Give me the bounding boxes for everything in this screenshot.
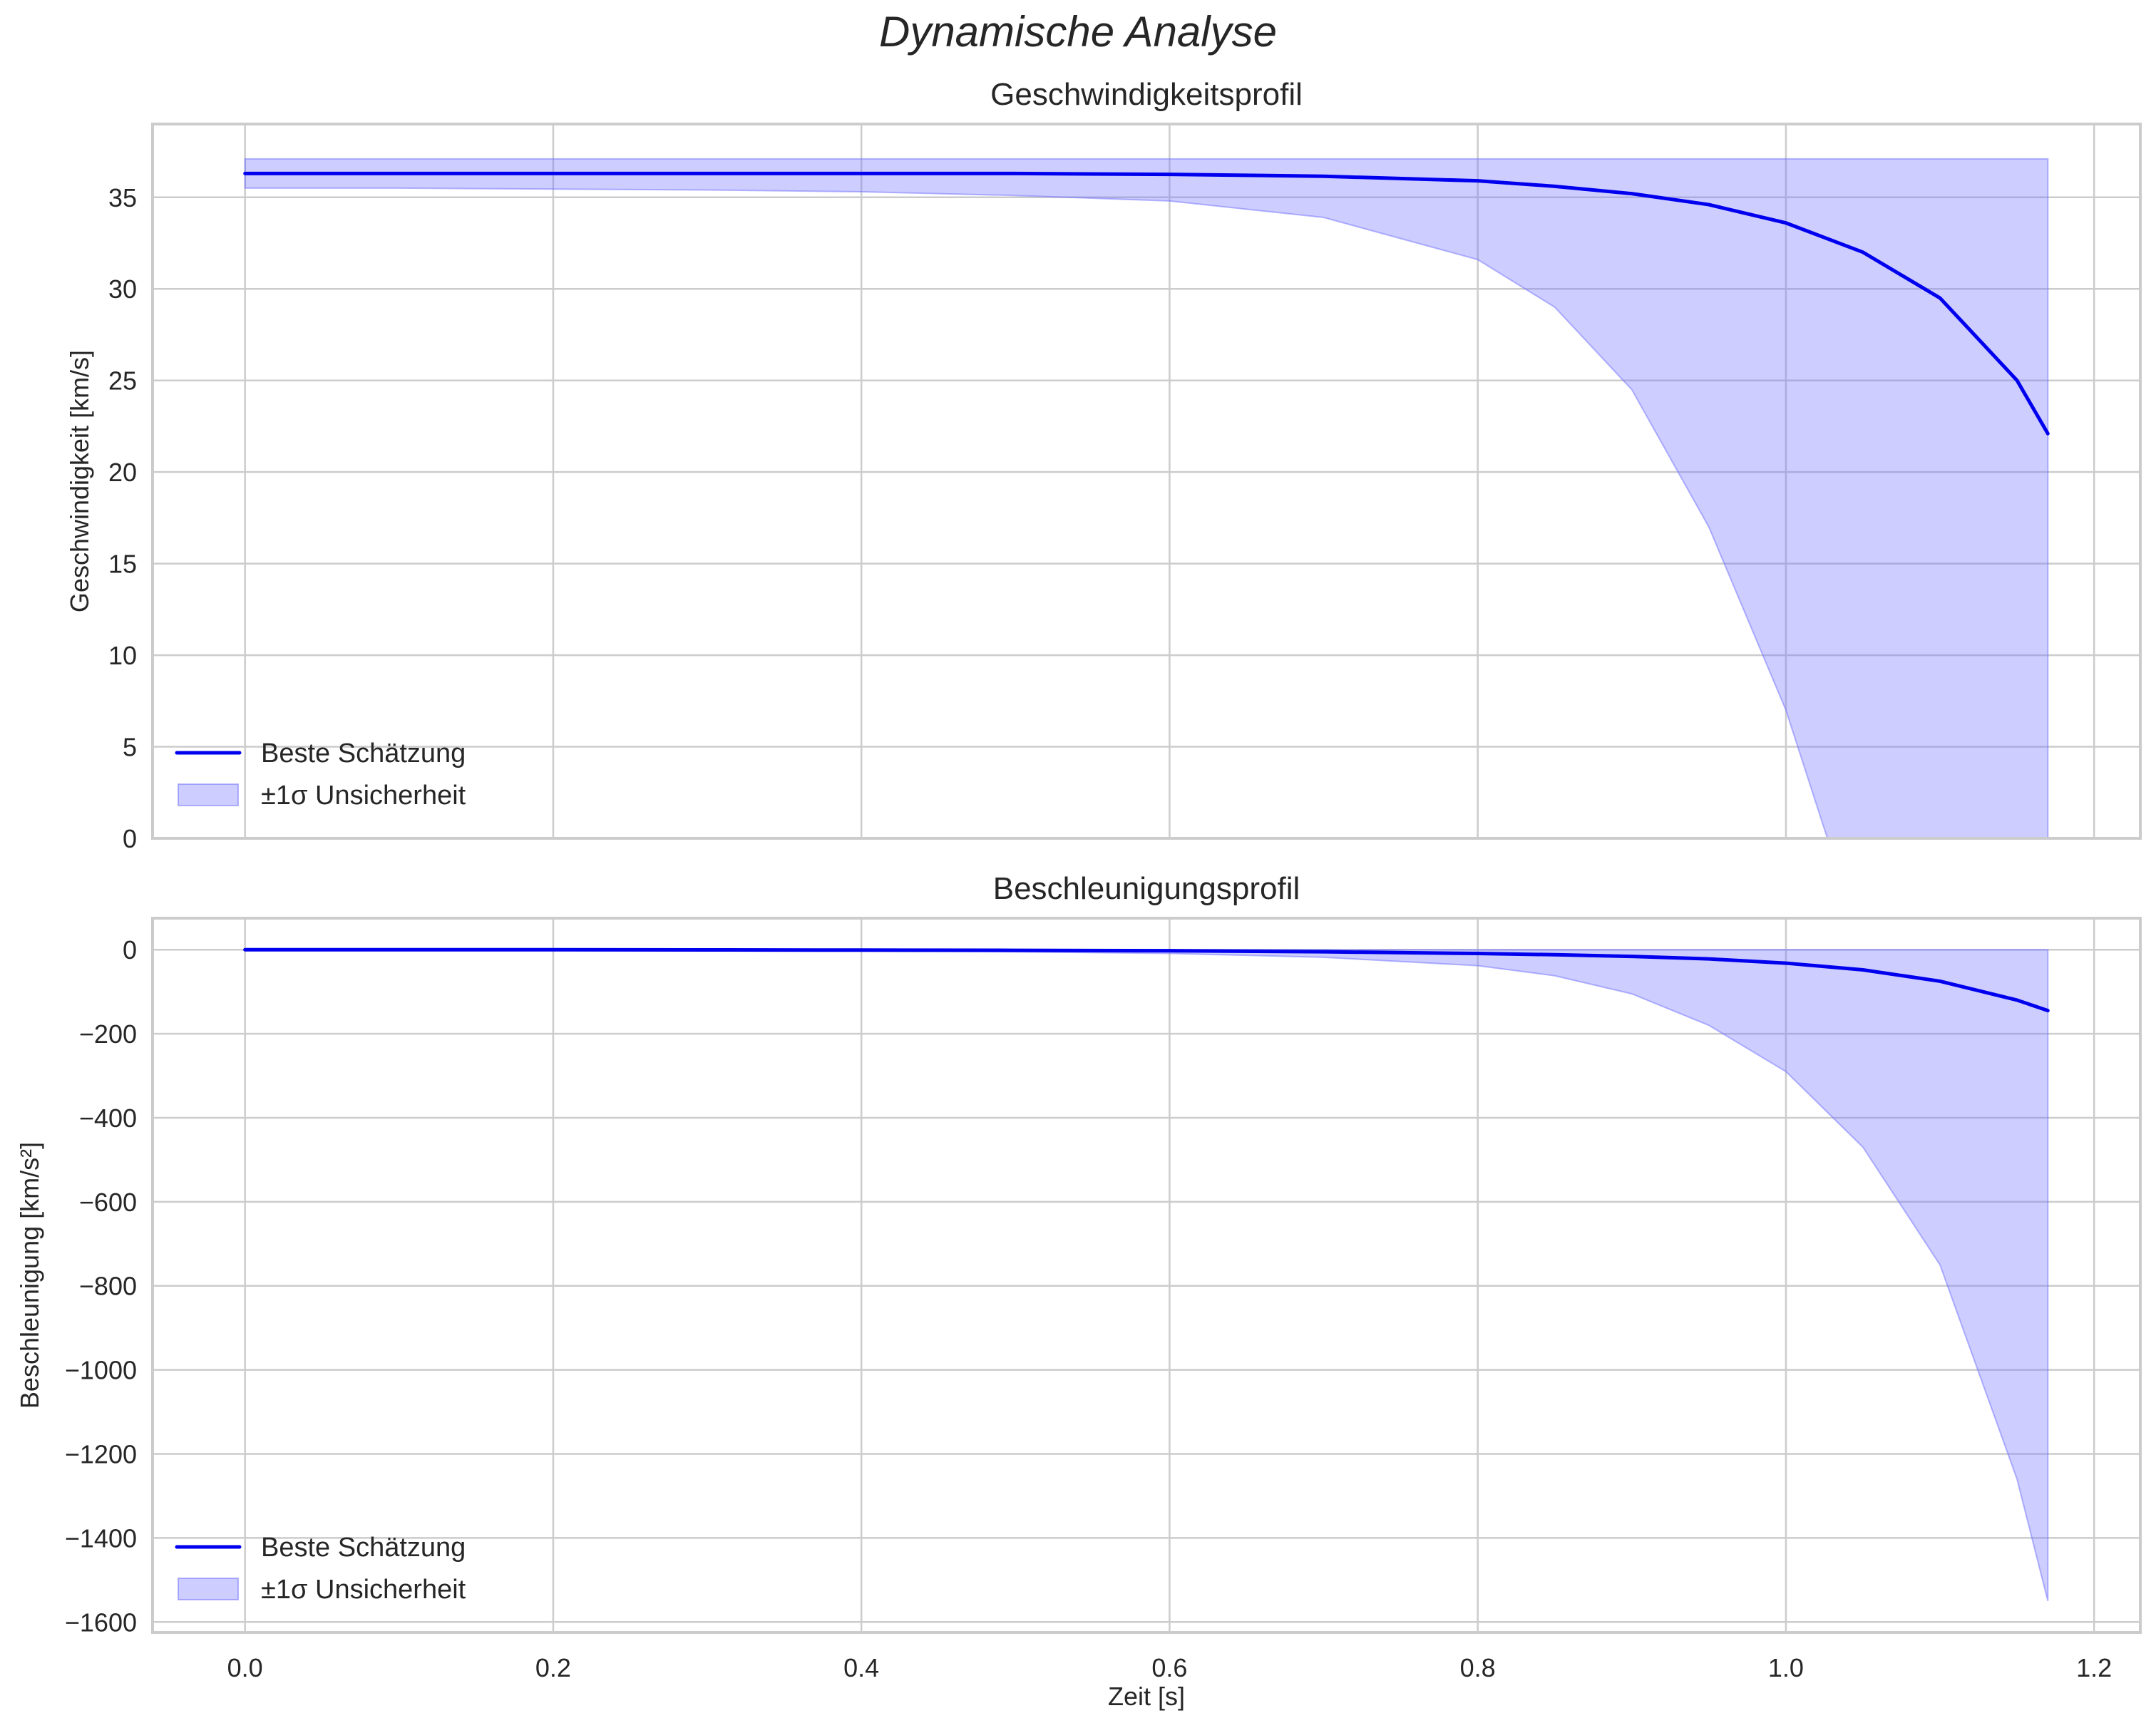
legend-band-swatch <box>178 1578 239 1600</box>
x-tick-label: 0.6 <box>1151 1653 1187 1682</box>
acceleration-plot-title: Beschleunigungsprofil <box>992 871 1300 906</box>
legend-label-best: Beste Schätzung <box>261 1533 466 1563</box>
x-tick-label: 0.0 <box>227 1653 263 1682</box>
velocity-y-axis-label: Geschwindigkeit [km/s] <box>65 350 94 612</box>
x-tick-label: 1.2 <box>2076 1653 2112 1682</box>
y-tick-label: −1000 <box>65 1356 137 1385</box>
y-tick-label: −1400 <box>65 1523 137 1553</box>
legend-label-uncertainty: ±1σ Unsicherheit <box>261 1575 466 1605</box>
y-tick-label: −1200 <box>65 1440 137 1469</box>
figure-suptitle: Dynamische Analyse <box>878 8 1278 56</box>
grid-lines <box>153 918 2140 1632</box>
acceleration-plot: 0 −200 −400 −600 −800 −1000 −1200 −1400 −1600 0.0… <box>65 917 2142 1682</box>
velocity-plot-title: Geschwindigkeitsprofil <box>990 77 1303 112</box>
uncertainty-band <box>244 158 2049 838</box>
best-estimate-line <box>243 947 2050 1013</box>
best-estimate-line <box>243 171 2050 436</box>
velocity-plot: 0 5 10 15 20 25 30 35 Beste Schätzung ±1σ Unsiche… <box>108 123 2142 853</box>
y-tick-label: −200 <box>79 1019 137 1049</box>
y-tick-label: 25 <box>108 366 137 396</box>
x-axis-label: Zeit [s] <box>1108 1682 1185 1711</box>
x-tick-label: 1.0 <box>1768 1653 1804 1682</box>
acceleration-y-axis-label: Beschleunigung [km/s²] <box>15 1142 44 1409</box>
y-tick-label: 10 <box>108 641 137 670</box>
legend-label-best: Beste Schätzung <box>261 739 466 768</box>
y-tick-label: −1600 <box>65 1608 137 1637</box>
x-tick-label: 0.8 <box>1460 1653 1496 1682</box>
axes-frame <box>151 917 2142 1634</box>
y-tick-label: 0 <box>123 824 137 853</box>
y-tick-label: −800 <box>79 1272 137 1301</box>
x-tick-label: 0.2 <box>535 1653 571 1682</box>
x-tick-label: 0.4 <box>843 1653 879 1682</box>
y-tick-label: −400 <box>79 1104 137 1133</box>
legend-band-swatch <box>178 783 239 806</box>
y-tick-label: 5 <box>123 733 137 762</box>
legend: Beste Schätzung ±1σ Unsicherheit <box>175 1533 466 1605</box>
y-tick-label: 30 <box>108 274 137 304</box>
legend-label-uncertainty: ±1σ Unsicherheit <box>261 781 466 811</box>
uncertainty-band <box>245 949 2049 1602</box>
y-tick-label: 35 <box>108 183 137 212</box>
y-tick-label: 15 <box>108 550 137 579</box>
y-tick-label: 0 <box>123 935 137 965</box>
axes-frame <box>151 123 2142 840</box>
y-tick-label: 20 <box>108 458 137 487</box>
y-tick-label: −600 <box>79 1188 137 1217</box>
legend: Beste Schätzung ±1σ Unsicherheit <box>175 739 466 811</box>
